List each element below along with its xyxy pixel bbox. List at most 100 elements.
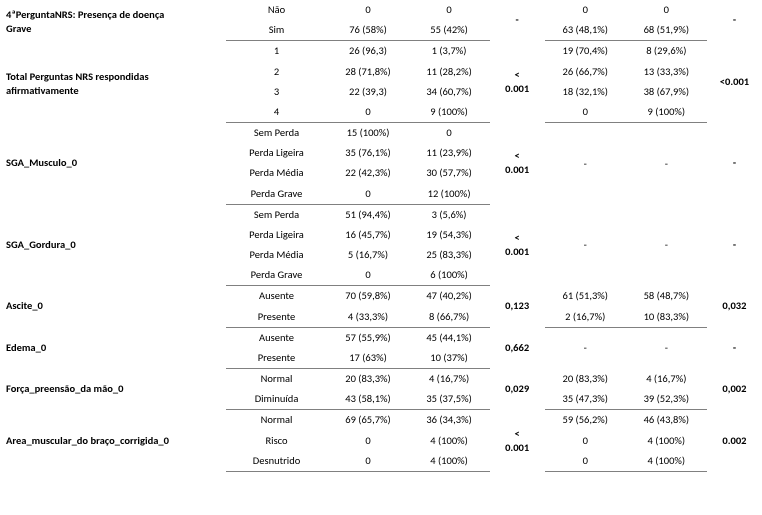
- value-cell: 43 (58,1%): [327, 389, 408, 410]
- category-cell: Normal: [226, 369, 328, 390]
- value-cell: 76 (58%): [327, 20, 408, 41]
- value-cell: 35 (47,3%): [545, 389, 626, 410]
- category-cell: Diminuída: [226, 389, 328, 410]
- value-cell: 69 (65,7%): [327, 410, 408, 431]
- category-cell: Normal: [226, 410, 328, 431]
- category-cell: Perda Grave: [226, 265, 328, 286]
- value-cell: 70 (59,8%): [327, 286, 408, 307]
- table-row: Total Perguntas NRS respondidasafirmativ…: [0, 41, 762, 62]
- category-cell: Sim: [226, 20, 328, 41]
- category-cell: Perda Grave: [226, 184, 328, 205]
- value-cell: 4 (100%): [626, 431, 707, 451]
- value-cell: 61 (51,3%): [545, 286, 626, 307]
- pvalue-cell: -: [707, 327, 762, 368]
- value-cell: 0: [327, 265, 408, 286]
- pvalue-cell: 0.002: [707, 410, 762, 472]
- value-cell: 35 (37,5%): [409, 389, 490, 410]
- pvalue-cell: 0,662: [490, 327, 545, 368]
- value-cell: -: [545, 327, 626, 368]
- value-cell: 59 (56,2%): [545, 410, 626, 431]
- value-cell: 38 (67,9%): [626, 82, 707, 102]
- value-cell: 9 (100%): [409, 102, 490, 123]
- category-cell: Perda Média: [226, 245, 328, 265]
- category-cell: Presente: [226, 307, 328, 328]
- table-row: Força_preensão_da mão_0Normal20 (83,3%)4…: [0, 369, 762, 390]
- value-cell: 4 (100%): [409, 431, 490, 451]
- value-cell: 22 (42,3%): [327, 163, 408, 183]
- value-cell: 0: [327, 102, 408, 123]
- category-cell: Desnutrido: [226, 451, 328, 472]
- table-row: Ascite_0Ausente70 (59,8%)47 (40,2%)0,123…: [0, 286, 762, 307]
- pvalue-cell: <0.001: [490, 410, 545, 472]
- row-label: Força_preensão_da mão_0: [0, 369, 226, 410]
- value-cell: 20 (83,3%): [545, 369, 626, 390]
- category-cell: Ausente: [226, 327, 328, 348]
- pvalue-cell: 0,032: [707, 286, 762, 327]
- value-cell: 26 (96,3): [327, 41, 408, 62]
- pvalue-cell: <0.001: [490, 41, 545, 123]
- pvalue-cell: <0.001: [707, 41, 762, 123]
- value-cell: 4 (33,3%): [327, 307, 408, 328]
- value-cell: -: [545, 204, 626, 286]
- pvalue-cell: -: [707, 0, 762, 41]
- row-label: SGA_Gordura_0: [0, 204, 226, 286]
- category-cell: Ausente: [226, 286, 328, 307]
- value-cell: 0: [626, 0, 707, 20]
- value-cell: 0: [327, 184, 408, 205]
- value-cell: 19 (54,3%): [409, 225, 490, 245]
- value-cell: 19 (70,4%): [545, 41, 626, 62]
- value-cell: 4 (16,7%): [626, 369, 707, 390]
- value-cell: 34 (60,7%): [409, 82, 490, 102]
- row-label: SGA_Musculo_0: [0, 123, 226, 205]
- table-row: 4ªPerguntaNRS: Presença de doençaGraveNã…: [0, 0, 762, 20]
- value-cell: 36 (34,3%): [409, 410, 490, 431]
- value-cell: 22 (39,3): [327, 82, 408, 102]
- value-cell: 0: [327, 0, 408, 20]
- value-cell: 4 (16,7%): [409, 369, 490, 390]
- value-cell: 63 (48,1%): [545, 20, 626, 41]
- value-cell: 26 (66,7%): [545, 62, 626, 82]
- category-cell: 1: [226, 41, 328, 62]
- category-cell: Perda Média: [226, 163, 328, 183]
- value-cell: 45 (44,1%): [409, 327, 490, 348]
- value-cell: 4 (100%): [409, 451, 490, 472]
- table-row: SGA_Gordura_0Sem Perda51 (94,4%)3 (5,6%)…: [0, 204, 762, 225]
- value-cell: 68 (51,9%): [626, 20, 707, 41]
- row-label: 4ªPerguntaNRS: Presença de doençaGrave: [0, 0, 226, 41]
- value-cell: 12 (100%): [409, 184, 490, 205]
- value-cell: 55 (42%): [409, 20, 490, 41]
- value-cell: 10 (37%): [409, 348, 490, 369]
- value-cell: 6 (100%): [409, 265, 490, 286]
- value-cell: 16 (45,7%): [327, 225, 408, 245]
- value-cell: 2 (16,7%): [545, 307, 626, 328]
- pvalue-cell: -: [490, 0, 545, 41]
- value-cell: 0: [545, 102, 626, 123]
- value-cell: 8 (66,7%): [409, 307, 490, 328]
- value-cell: 39 (52,3%): [626, 389, 707, 410]
- value-cell: 57 (55,9%): [327, 327, 408, 348]
- category-cell: Sem Perda: [226, 204, 328, 225]
- pvalue-cell: <0.001: [490, 204, 545, 286]
- row-label: Area_muscular_do braço_corrigida_0: [0, 410, 226, 472]
- value-cell: 51 (94,4%): [327, 204, 408, 225]
- table-row: Area_muscular_do braço_corrigida_0Normal…: [0, 410, 762, 431]
- value-cell: 28 (71,8%): [327, 62, 408, 82]
- value-cell: 17 (63%): [327, 348, 408, 369]
- category-cell: Risco: [226, 431, 328, 451]
- value-cell: 18 (32,1%): [545, 82, 626, 102]
- value-cell: 9 (100%): [626, 102, 707, 123]
- value-cell: 0: [327, 451, 408, 472]
- value-cell: 20 (83,3%): [327, 369, 408, 390]
- value-cell: -: [626, 204, 707, 286]
- pvalue-cell: 0,002: [707, 369, 762, 410]
- value-cell: 0: [545, 451, 626, 472]
- value-cell: 3 (5,6%): [409, 204, 490, 225]
- pvalue-cell: 0,029: [490, 369, 545, 410]
- data-table: 4ªPerguntaNRS: Presença de doençaGraveNã…: [0, 0, 762, 472]
- category-cell: 3: [226, 82, 328, 102]
- table-row: Edema_0Ausente57 (55,9%)45 (44,1%)0,662-…: [0, 327, 762, 348]
- pvalue-cell: -: [707, 123, 762, 205]
- value-cell: 4 (100%): [626, 451, 707, 472]
- pvalue-cell: 0,123: [490, 286, 545, 327]
- row-label: Total Perguntas NRS respondidasafirmativ…: [0, 41, 226, 123]
